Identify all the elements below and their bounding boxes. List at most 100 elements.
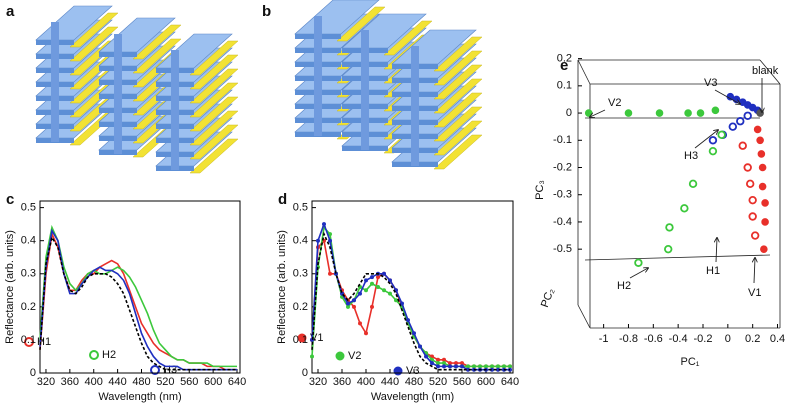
slat-yellow bbox=[189, 68, 239, 104]
point bbox=[442, 357, 446, 362]
x-tick-label: 0.4 bbox=[770, 333, 785, 345]
x-tick-label: 0 bbox=[725, 333, 731, 345]
y-tick-label: 0.4 bbox=[21, 235, 36, 247]
legend-marker bbox=[297, 333, 307, 343]
series-line bbox=[39, 224, 238, 368]
legend-label: H1 bbox=[37, 336, 51, 348]
point bbox=[664, 244, 673, 254]
point bbox=[472, 364, 476, 369]
slat-yellow bbox=[433, 36, 483, 72]
legend-marker bbox=[150, 365, 160, 375]
y-tick-label: 0.2 bbox=[557, 53, 572, 65]
point bbox=[328, 238, 332, 243]
point bbox=[430, 361, 434, 366]
point bbox=[388, 291, 392, 296]
x-tick-label: 520 bbox=[429, 376, 447, 388]
point bbox=[624, 109, 633, 117]
point bbox=[496, 364, 500, 369]
point bbox=[634, 258, 643, 267]
point bbox=[758, 182, 767, 191]
x-axis-label: PC₁ bbox=[681, 356, 700, 368]
point bbox=[748, 212, 757, 221]
slat-yellow bbox=[383, 20, 433, 56]
point bbox=[738, 141, 747, 150]
box-edge bbox=[759, 59, 781, 85]
box-edge bbox=[584, 254, 771, 261]
y-tick-label: -0.1 bbox=[553, 134, 572, 146]
point bbox=[382, 271, 386, 276]
y-tick-label: -0.4 bbox=[553, 216, 572, 228]
point bbox=[436, 364, 440, 369]
x-tick-label: 400 bbox=[357, 376, 375, 388]
point bbox=[460, 364, 464, 369]
series-line bbox=[39, 235, 238, 371]
y-axis-label: Reflectance (arb. units) bbox=[276, 230, 288, 344]
x-tick-label: 360 bbox=[333, 376, 351, 388]
point bbox=[400, 301, 404, 306]
slat-yellow bbox=[189, 138, 239, 174]
point bbox=[745, 179, 755, 189]
y-tick-label: -0.3 bbox=[553, 189, 572, 201]
point bbox=[364, 331, 368, 336]
x-tick-label: -0.2 bbox=[694, 333, 713, 345]
annotation-arrow bbox=[590, 109, 606, 117]
point bbox=[364, 288, 368, 293]
point bbox=[328, 271, 332, 276]
annotation-arrow bbox=[716, 238, 717, 263]
point bbox=[760, 245, 768, 253]
x-tick-label: 480 bbox=[132, 376, 150, 388]
legend-marker bbox=[393, 366, 403, 376]
trunk-front bbox=[51, 22, 59, 142]
point bbox=[346, 301, 350, 306]
point bbox=[761, 199, 769, 207]
point bbox=[436, 361, 440, 366]
x-tick-label: 440 bbox=[381, 376, 399, 388]
point bbox=[466, 367, 470, 372]
point bbox=[708, 136, 718, 145]
point bbox=[665, 223, 674, 232]
point bbox=[358, 291, 362, 296]
panel-label: c bbox=[6, 191, 14, 208]
panel-label: a bbox=[6, 3, 15, 20]
point bbox=[352, 298, 356, 303]
panel-label: b bbox=[262, 3, 271, 20]
point bbox=[376, 285, 380, 289]
trunk-front bbox=[361, 30, 369, 150]
point bbox=[748, 195, 757, 205]
slat-yellow bbox=[189, 82, 239, 118]
annotation-arrow bbox=[629, 268, 648, 279]
y-tick-label: 0.3 bbox=[293, 268, 308, 280]
point bbox=[684, 109, 692, 117]
slat-yellow bbox=[433, 64, 483, 100]
trunk-front bbox=[314, 16, 322, 136]
point bbox=[430, 357, 434, 362]
annotation-arrow bbox=[714, 89, 740, 104]
trunk-front bbox=[114, 34, 122, 154]
point bbox=[376, 275, 380, 280]
point bbox=[328, 232, 332, 237]
x-axis-label: Wavelength (nm) bbox=[98, 391, 181, 403]
point bbox=[490, 364, 494, 369]
point bbox=[584, 109, 593, 117]
point bbox=[370, 304, 374, 309]
point bbox=[655, 109, 664, 117]
point bbox=[352, 304, 356, 309]
annotation-arrow bbox=[694, 130, 718, 149]
point bbox=[454, 361, 458, 366]
legend-label: H2 bbox=[102, 349, 116, 361]
x-tick-label: 360 bbox=[61, 376, 79, 388]
series-line bbox=[39, 228, 238, 371]
panel-label: e bbox=[560, 57, 568, 74]
y-tick-label: 0.1 bbox=[293, 334, 308, 346]
point bbox=[490, 367, 494, 372]
legend-marker bbox=[89, 350, 99, 360]
series-line bbox=[311, 231, 510, 371]
series-line bbox=[311, 221, 510, 371]
trunk-front bbox=[171, 50, 179, 170]
slat-yellow bbox=[433, 134, 483, 170]
series-line bbox=[39, 231, 238, 371]
point bbox=[346, 304, 350, 309]
slat-yellow bbox=[433, 50, 483, 86]
y-tick-label: 0 bbox=[302, 367, 308, 379]
point bbox=[394, 298, 398, 303]
